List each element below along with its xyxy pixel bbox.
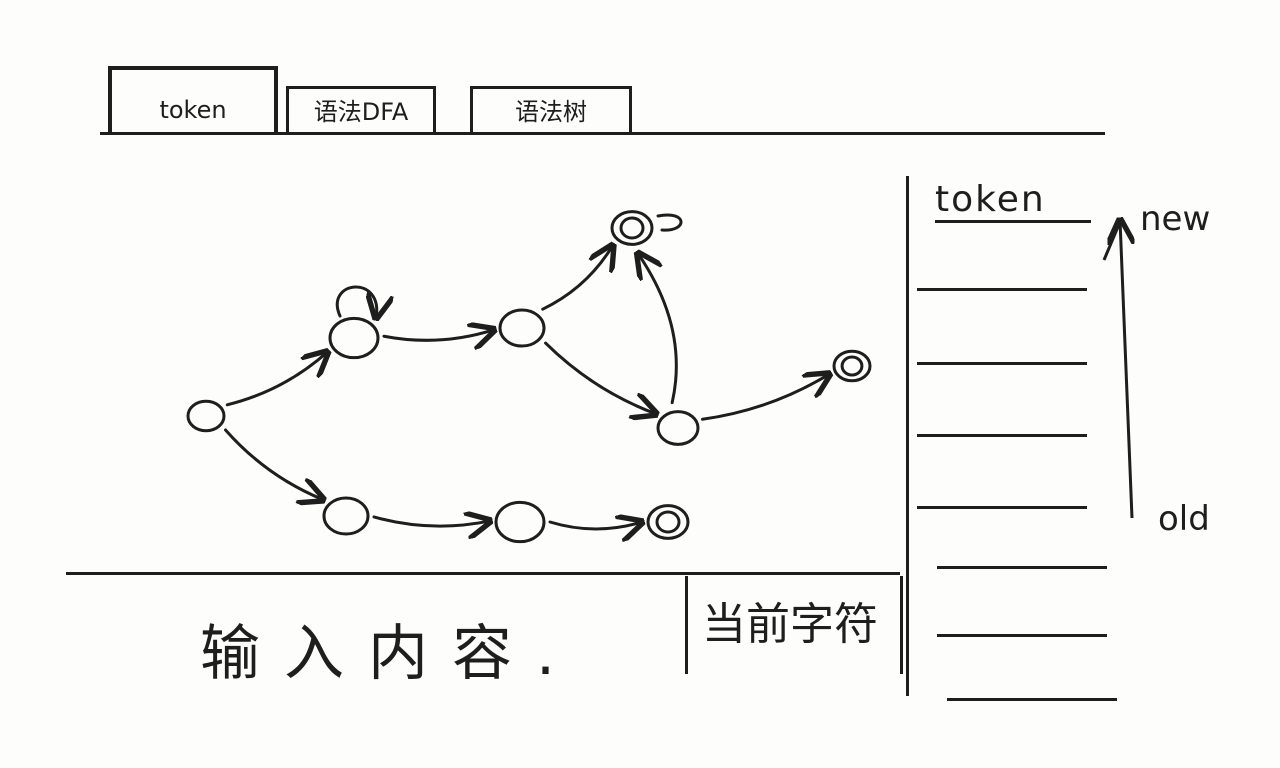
dfa-transition [382,330,494,341]
dfa-accept-state[interactable] [610,210,654,246]
dfa-transition [225,352,327,407]
token-stack-panel: token [906,176,1139,701]
token-stack-header: token [935,180,1091,223]
dfa-accept-state[interactable] [832,349,872,383]
token-row[interactable] [947,698,1117,701]
dfa-transition [335,285,376,318]
dfa-graph [186,210,872,544]
newest-label: new [1140,199,1211,239]
dfa-transition [224,428,324,500]
dfa-transition [541,245,613,311]
dfa-transition [372,517,490,526]
token-row[interactable] [937,634,1107,637]
token-row[interactable] [937,566,1107,569]
dfa-state[interactable] [322,496,370,536]
dfa-state[interactable] [186,399,226,433]
current-char-panel: 当前字符 [685,576,903,674]
stack-order-arrow [1102,200,1150,519]
tab-syntax-tree[interactable]: 语法树 [470,86,632,132]
dfa-transition [656,213,683,232]
tab-token[interactable]: token [108,66,278,132]
dfa-transition [544,341,657,414]
dfa-state[interactable] [498,308,546,348]
dfa-transition [638,253,678,405]
current-char-label: 当前字符 [702,599,878,650]
dfa-transition [700,374,829,421]
source-input[interactable] [200,614,650,694]
tab-bar: token 语法DFA 语法树 [100,60,1105,135]
token-row[interactable] [917,362,1087,365]
dfa-state[interactable] [328,316,380,360]
dfa-accept-state[interactable] [646,504,690,540]
dfa-transition [548,522,642,529]
dfa-state[interactable] [656,410,700,446]
dfa-edges [224,213,830,529]
dfa-nodes [186,210,872,544]
token-row[interactable] [917,288,1087,291]
token-row[interactable] [917,506,1087,509]
oldest-label: old [1158,499,1210,539]
dfa-state[interactable] [494,500,546,544]
token-row[interactable] [917,434,1087,437]
input-divider [66,572,900,575]
tab-grammar-dfa[interactable]: 语法DFA [286,86,436,132]
